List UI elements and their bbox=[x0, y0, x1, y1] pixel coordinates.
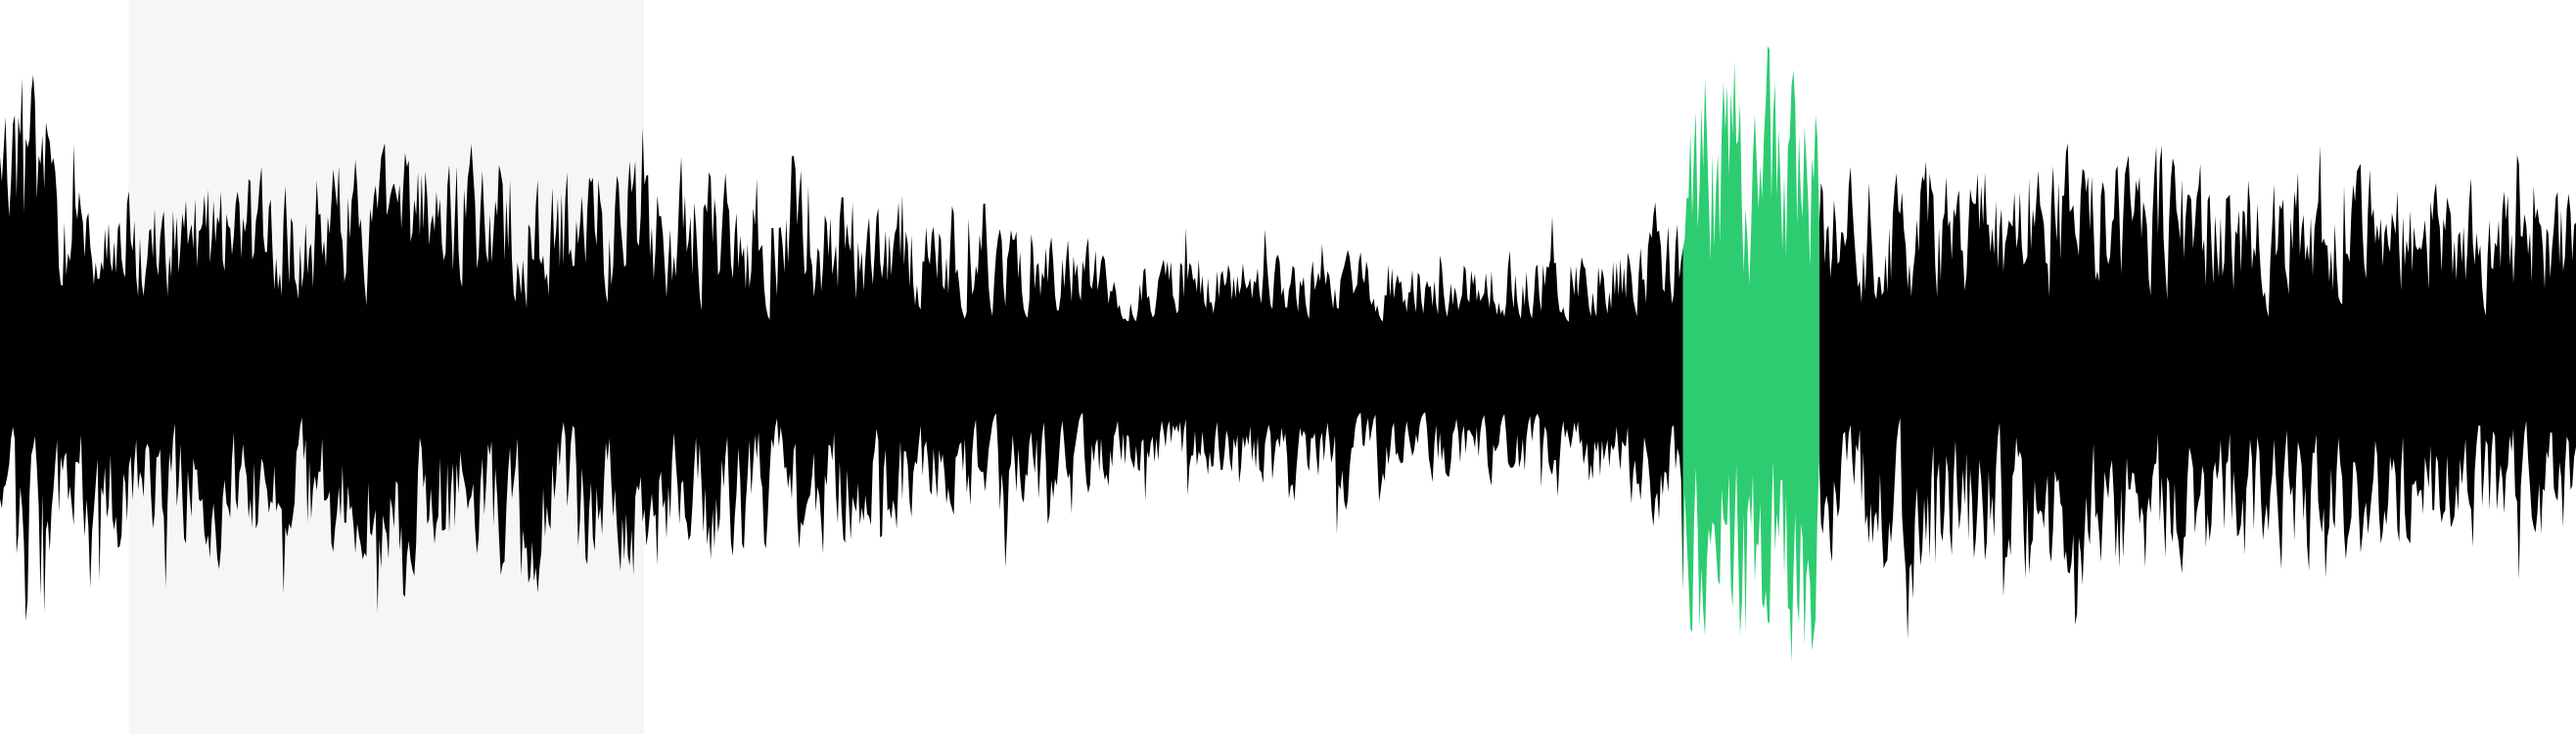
waveform-highlight-segment[interactable] bbox=[1682, 46, 1819, 664]
waveform-segment-before bbox=[0, 74, 1683, 621]
waveform-highlight-path[interactable] bbox=[1682, 46, 1819, 664]
waveform-faded-region bbox=[128, 0, 645, 734]
waveform-segment-after bbox=[1818, 143, 2576, 640]
